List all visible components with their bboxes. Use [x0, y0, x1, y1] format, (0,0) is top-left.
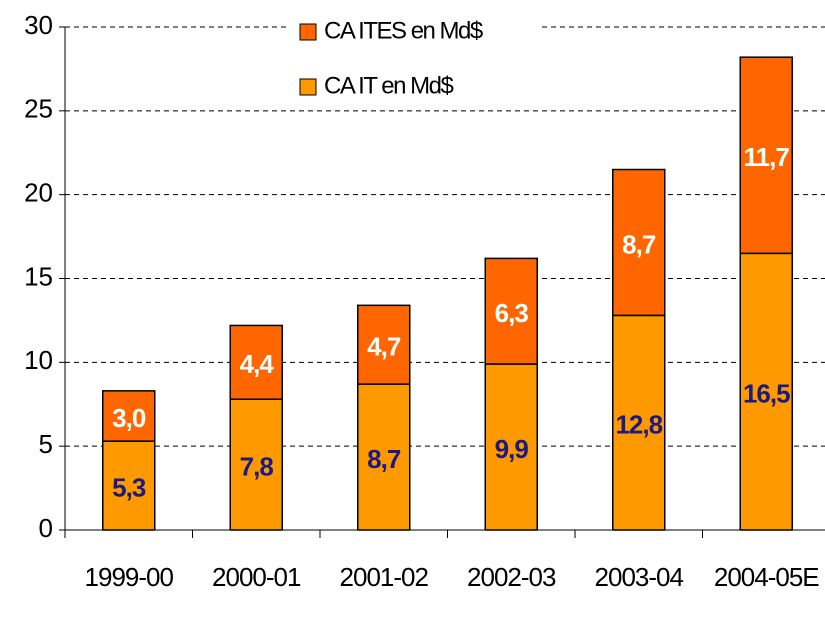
- y-tick-label: 20: [24, 178, 53, 208]
- y-tick-label: 0: [39, 513, 53, 543]
- y-tick-label: 25: [24, 94, 53, 124]
- value-label: 5,3: [112, 472, 146, 502]
- value-label: 4,7: [367, 332, 401, 362]
- bar-segment: [484, 363, 538, 531]
- bar-segment: [357, 383, 411, 531]
- legend-bg: [290, 5, 540, 105]
- value-label: 8,7: [367, 444, 401, 474]
- x-tick-label: 2004-05E: [713, 562, 820, 592]
- y-tick-label: 15: [24, 261, 53, 291]
- value-label: 8,7: [622, 229, 656, 259]
- value-label: 4,4: [240, 349, 275, 379]
- x-tick-label: 2002-03: [467, 562, 556, 592]
- bar-segment: [739, 56, 793, 255]
- value-label: 12,8: [615, 410, 662, 440]
- bar-segment: [229, 324, 283, 400]
- bar-segment: [357, 304, 411, 385]
- legend-label: CA IT en Md$: [324, 72, 453, 99]
- value-label: 6,3: [495, 298, 529, 328]
- y-tick-label: 5: [39, 429, 53, 459]
- bar-segment: [102, 390, 156, 442]
- legend-swatch: [299, 78, 317, 96]
- value-label: 7,8: [240, 451, 274, 481]
- x-tick-label: 2000-01: [212, 562, 301, 592]
- bar-segment: [739, 252, 793, 531]
- bar-segment: [612, 168, 666, 317]
- value-label: 11,7: [744, 142, 790, 172]
- bar-segment: [484, 257, 538, 365]
- value-label: 16,5: [743, 379, 790, 409]
- y-tick-label: 10: [24, 345, 53, 375]
- value-label: 3,0: [112, 403, 146, 433]
- value-label: 9,9: [495, 434, 529, 464]
- legend-swatch: [299, 23, 317, 41]
- x-tick-label: 1999-00: [84, 562, 174, 592]
- y-tick-label: 30: [24, 10, 53, 40]
- x-tick-label: 2001-02: [339, 562, 429, 592]
- legend-label: CA ITES en Md$: [324, 17, 483, 44]
- bar-segment: [229, 398, 283, 531]
- x-tick-label: 2003-04: [594, 562, 684, 592]
